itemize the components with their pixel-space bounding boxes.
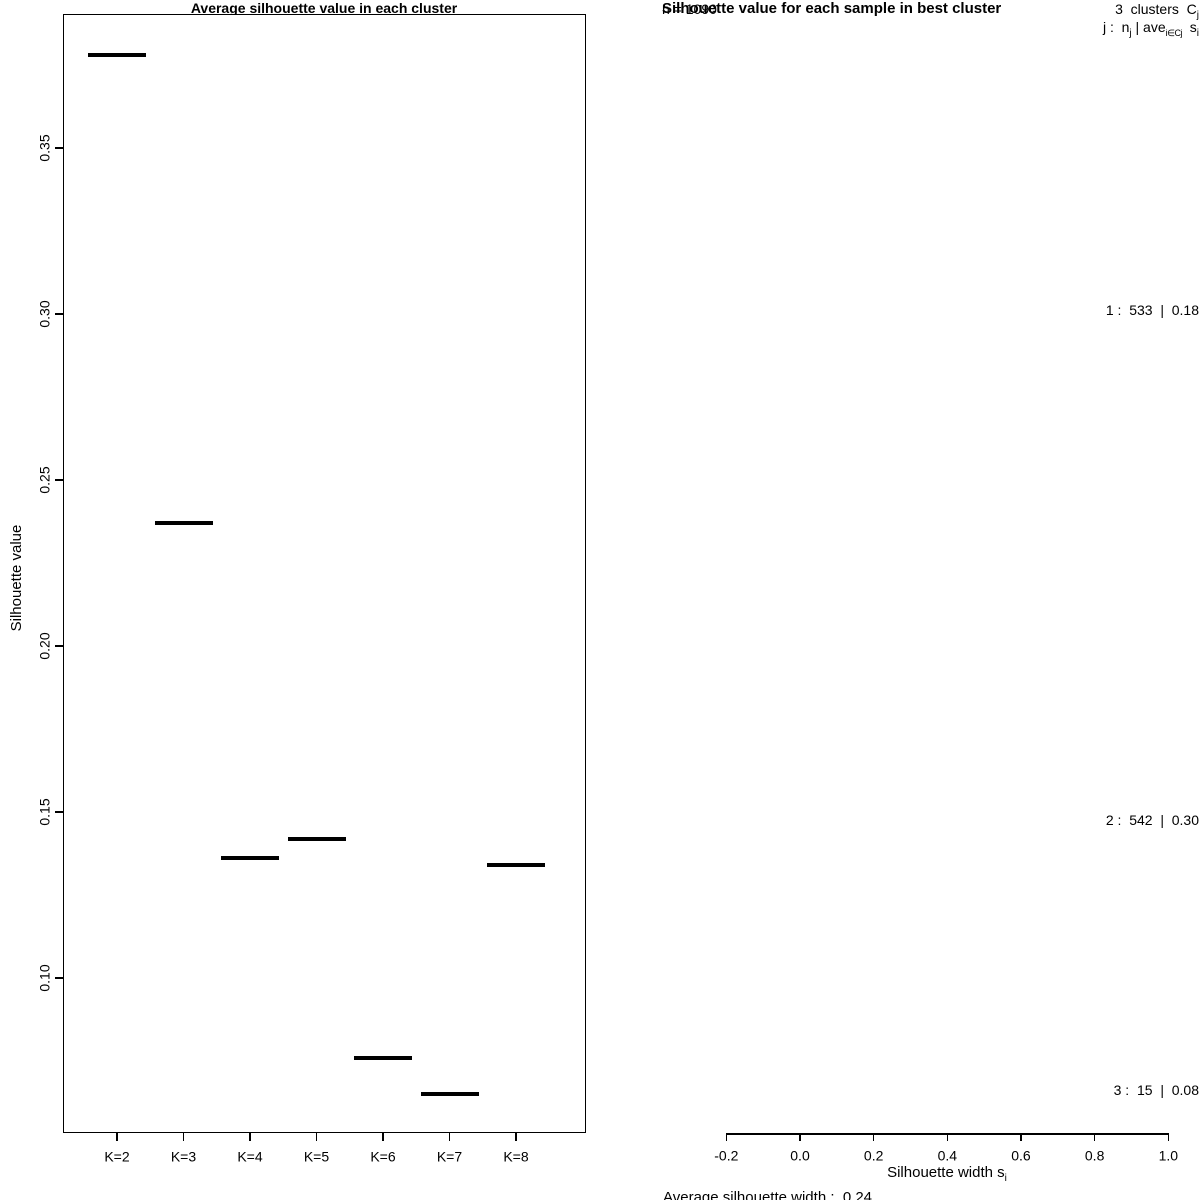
x-tick-label: -0.2: [714, 1147, 739, 1164]
formula-sub-1: j: [1129, 27, 1132, 39]
y-tick: [55, 147, 63, 149]
formula-part-2: | ave: [1131, 19, 1166, 35]
formula-part-1: j : n: [1102, 19, 1130, 35]
avg-silhouette-segment-k8: [487, 863, 545, 868]
y-tick-label: 0.35: [36, 134, 53, 162]
silhouette-sample-chart: Silhouette value for each sample in best…: [600, 0, 1200, 1200]
y-tick-label: 0.30: [36, 300, 53, 328]
x-tick-label: K=2: [104, 1148, 130, 1165]
x-tick: [725, 1133, 728, 1141]
left-chart-title: Average silhouette value in each cluster: [190, 0, 458, 16]
avg-silhouette-segment-k4: [221, 856, 279, 861]
clusters-count-sub: j: [1196, 9, 1199, 21]
x-tick: [799, 1133, 801, 1141]
x-tick-label: 0.4: [937, 1147, 958, 1164]
cluster-row-3: 3 : 15 | 0.08: [1113, 1082, 1199, 1098]
x-tick: [1093, 1133, 1096, 1141]
x-tick-label: K=4: [237, 1148, 263, 1165]
x-tick: [515, 1133, 517, 1141]
average-width-footer: Average silhouette width : 0.24: [663, 1189, 873, 1200]
right-chart-x-axis-label: Silhouette width si: [887, 1165, 1007, 1187]
x-tick: [182, 1133, 185, 1141]
avg-silhouette-segment-k6: [354, 1055, 412, 1060]
y-tick: [55, 645, 63, 647]
cluster-row-2: 2 : 542 | 0.30: [1105, 812, 1199, 828]
x-tick-label: 0.0: [790, 1147, 810, 1164]
formula-sub-3: i: [1196, 27, 1199, 39]
avg-silhouette-segment-k2: [88, 53, 146, 58]
x-tick: [315, 1133, 318, 1141]
avg-silhouette-segment-k3: [154, 521, 213, 526]
y-tick-label: 0.25: [36, 466, 53, 494]
y-tick: [55, 977, 63, 979]
x-tick: [946, 1133, 949, 1141]
x-tick-label: K=3: [170, 1148, 197, 1165]
cluster-row-formula: j : nj | avei∈Cj si: [1040, 20, 1199, 41]
average-silhouette-chart: Average silhouette value in each cluster…: [8, 0, 586, 1165]
x-axis-label-text: Silhouette width s: [887, 1164, 1005, 1181]
x-tick-label: 0.6: [1011, 1147, 1031, 1164]
sample-count-label: n = 1090: [662, 1, 717, 17]
x-tick: [249, 1133, 251, 1141]
x-tick: [116, 1133, 118, 1141]
y-tick-label: 0.15: [36, 798, 53, 826]
x-tick: [872, 1133, 875, 1141]
clusters-count-label: 3 clusters Cj: [1040, 2, 1199, 23]
avg-silhouette-segment-k7: [420, 1092, 479, 1097]
left-plot-box: [63, 14, 586, 1133]
x-tick-label: K=5: [303, 1148, 330, 1165]
x-tick: [448, 1133, 451, 1141]
x-tick: [1020, 1133, 1022, 1141]
x-tick-label: 1.0: [1158, 1147, 1179, 1164]
x-tick: [1167, 1133, 1170, 1141]
y-tick: [55, 479, 63, 481]
left-chart-y-axis-label: Silhouette value: [8, 524, 25, 632]
avg-silhouette-segment-k5: [287, 836, 346, 841]
y-tick-label: 0.20: [36, 632, 53, 660]
x-tick-label: 0.2: [863, 1147, 884, 1164]
right-chart-title: Silhouette value for each sample in best…: [662, 0, 1002, 17]
y-tick: [55, 313, 63, 315]
clusters-count-text: 3 clusters C: [1115, 1, 1197, 17]
y-tick: [55, 811, 63, 813]
formula-part-3: s: [1181, 19, 1197, 35]
x-tick-label: 0.8: [1084, 1147, 1105, 1164]
x-tick-label: K=8: [503, 1148, 529, 1165]
x-tick: [382, 1133, 384, 1141]
y-tick-label: 0.10: [36, 964, 53, 992]
formula-sub-2: i∈Cj: [1165, 27, 1183, 38]
x-tick-label: K=6: [370, 1148, 396, 1165]
cluster-row-1: 1 : 533 | 0.18: [1105, 302, 1199, 318]
x-tick-label: K=7: [436, 1148, 463, 1165]
x-axis-label-sub: i: [1004, 1173, 1007, 1184]
